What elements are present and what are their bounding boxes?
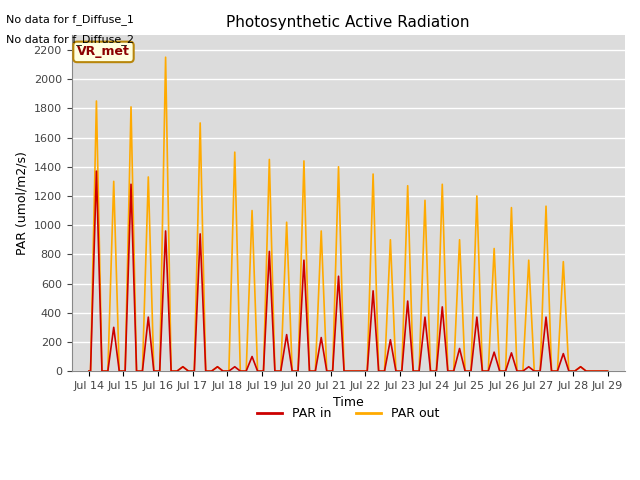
Text: VR_met: VR_met [77, 46, 130, 59]
Legend: PAR in, PAR out: PAR in, PAR out [252, 402, 445, 425]
X-axis label: Time: Time [333, 396, 364, 409]
Text: No data for f_Diffuse_2: No data for f_Diffuse_2 [6, 34, 134, 45]
Title: Photosynthetic Active Radiation: Photosynthetic Active Radiation [227, 15, 470, 30]
Y-axis label: PAR (umol/m2/s): PAR (umol/m2/s) [15, 151, 28, 255]
Text: No data for f_Diffuse_1: No data for f_Diffuse_1 [6, 14, 134, 25]
